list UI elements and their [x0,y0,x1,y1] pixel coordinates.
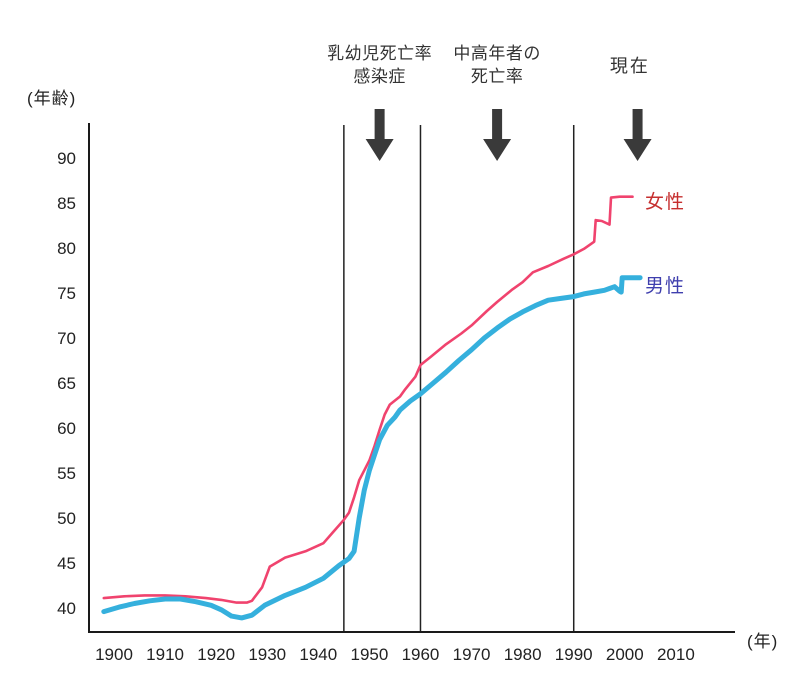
y-axis-unit-label: (年齢) [27,89,77,108]
y-tick-label: 50 [57,509,76,528]
female-line [102,195,634,604]
annotation-text-line: 感染症 [353,67,406,86]
annotation-infant-mortality: 乳幼児死亡率 感染症 [327,42,432,88]
x-tick-label: 1930 [248,645,286,664]
down-arrow-icon [365,109,394,161]
down-arrow-icon [483,109,512,161]
y-tick-label: 60 [57,419,76,438]
y-tick-label: 85 [57,194,76,213]
y-tick-label: 80 [57,239,76,258]
x-tick-label: 1970 [453,645,491,664]
x-tick-label: 1920 [197,645,235,664]
down-arrow-icon [623,109,652,161]
annotation-present: 現在 [610,55,650,78]
y-tick-label: 90 [57,149,76,168]
x-tick-label: 1900 [95,645,133,664]
x-tick-label: 1940 [299,645,337,664]
annotation-middle-aged-mortality: 中高年者の 死亡率 [453,42,541,88]
x-tick-label: 1950 [350,645,388,664]
y-tick-label: 45 [57,554,76,573]
x-tick-label: 2010 [657,645,695,664]
y-tick-label: 70 [57,329,76,348]
x-axis-unit-label: (年) [747,632,779,651]
annotation-text-line: 現在 [609,56,650,76]
legend-female-label: 女性 [645,192,686,213]
annotation-text-line: 死亡率 [470,67,524,86]
x-tick-label: 1960 [402,645,440,664]
x-tick-label: 1910 [146,645,184,664]
x-tick-label: 1980 [504,645,542,664]
x-tick-label: 1990 [555,645,593,664]
y-tick-label: 55 [57,464,76,483]
male-line [101,275,643,621]
y-tick-label: 40 [57,599,76,618]
y-tick-label: 75 [57,284,76,303]
x-tick-label: 2000 [606,645,644,664]
legend-male-label: 男性 [645,276,686,297]
y-tick-label: 65 [57,374,76,393]
annotation-text-line: 乳幼児死亡率 [327,44,433,63]
annotation-text-line: 中高年者の [453,44,541,63]
